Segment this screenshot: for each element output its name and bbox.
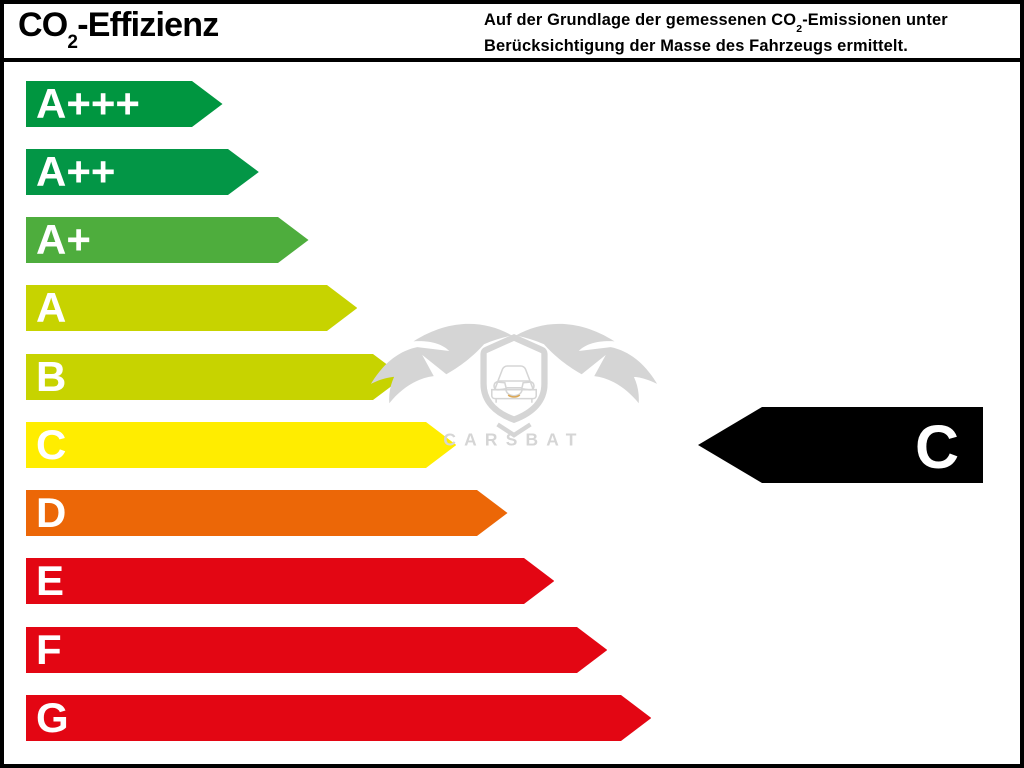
svg-text:CARSBAT: CARSBAT xyxy=(443,430,584,450)
svg-text:C: C xyxy=(915,413,959,481)
